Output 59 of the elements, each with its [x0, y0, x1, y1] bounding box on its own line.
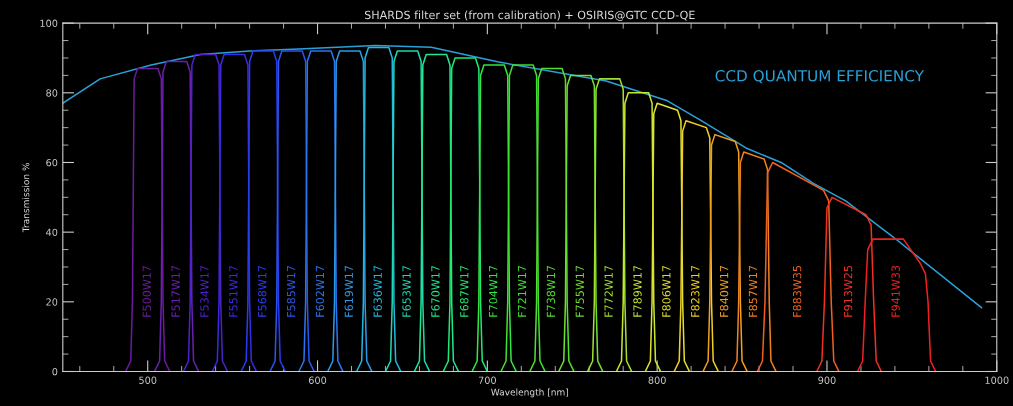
line-series: [586, 78, 633, 372]
line-series: [298, 50, 344, 372]
text: F806W17: [662, 265, 671, 317]
text: F534W17: [200, 265, 209, 317]
line-series: [673, 119, 720, 372]
y-tick-label: 0: [52, 367, 58, 376]
y-axis-title: Transmission %: [22, 162, 30, 233]
x-axis-title: Wavelength [nm]: [491, 388, 569, 398]
line-series: [500, 64, 546, 372]
y-tick-label: 20: [46, 298, 58, 306]
chart-title: SHARDS filter set (from calibration) + OSIRIS@GTC CCD-QE: [364, 10, 695, 21]
line-series: [211, 53, 258, 372]
line-series: [856, 238, 937, 372]
x-tick-label: 600: [308, 376, 327, 384]
text: F585W17: [286, 265, 296, 317]
x-tick-label: 900: [818, 376, 836, 384]
y-tick-label: 100: [40, 19, 58, 27]
text: F670W17: [431, 265, 440, 317]
text: F687W17: [460, 265, 469, 317]
text: CCD QUANTUM EFFICIENCY: [715, 70, 925, 84]
x-tick-label: 800: [648, 376, 666, 384]
line-series: [756, 161, 840, 372]
text: F619W17: [344, 265, 354, 317]
y-tick-label: 60: [46, 158, 58, 167]
text: F636W17: [373, 265, 382, 317]
text: F857W17: [748, 265, 758, 317]
text: F517W17: [171, 265, 180, 317]
line-series: [731, 151, 777, 372]
y-tick-label: 80: [46, 89, 58, 97]
line-series: [644, 102, 691, 372]
line-series: [615, 92, 662, 372]
text: F653W17: [402, 265, 411, 317]
text: F772W17: [604, 265, 613, 317]
text: F840W17: [719, 265, 729, 317]
text: F738W17: [546, 265, 556, 317]
line-series: [816, 196, 883, 372]
text: F568W17: [258, 265, 267, 317]
text: F755W17: [575, 265, 584, 317]
text: F551W17: [229, 265, 238, 317]
line-series: [269, 50, 315, 372]
y-tick-label: 40: [46, 228, 58, 236]
x-tick-label: 1000: [985, 376, 1009, 384]
text: F913W25: [843, 265, 853, 317]
x-tick-label: 500: [139, 376, 157, 384]
text: F883W35: [792, 265, 802, 317]
text: F823W17: [691, 265, 700, 317]
line-series: [471, 64, 517, 372]
line-series: [442, 57, 489, 372]
text: F602W17: [315, 265, 325, 317]
text: F789W17: [633, 265, 642, 317]
line-series: [702, 133, 748, 372]
text: F721W17: [517, 265, 527, 317]
text: F500W17: [142, 265, 151, 317]
line-series: [529, 67, 575, 372]
text: F704W17: [488, 265, 498, 317]
text: F941W33: [891, 265, 900, 317]
x-tick-label: 700: [478, 376, 496, 384]
line-series: [557, 74, 604, 372]
line-series: [240, 50, 287, 372]
